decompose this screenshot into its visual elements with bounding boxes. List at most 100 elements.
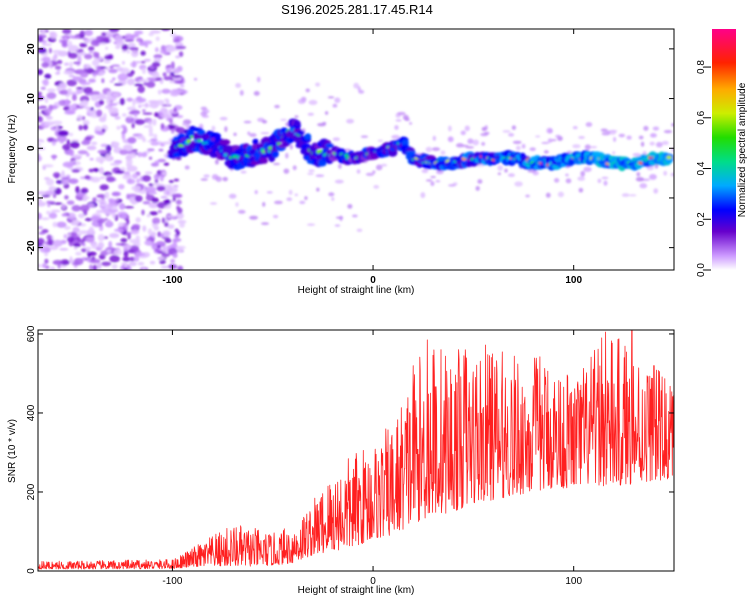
spectral-blob — [93, 168, 100, 173]
spectral-blob — [347, 204, 353, 209]
spectral-blob — [160, 123, 165, 130]
spectral-blob — [46, 234, 52, 241]
spectral-blob — [145, 186, 157, 193]
spectral-blob — [115, 44, 121, 50]
spectral-blob — [317, 122, 327, 127]
spectral-blob — [84, 106, 92, 110]
spectral-blob — [71, 219, 80, 226]
spectral-blob — [155, 36, 160, 42]
spectral-blob — [555, 134, 561, 138]
spectral-blob — [272, 162, 281, 166]
spectral-blob — [69, 256, 73, 264]
spectral-blob — [175, 156, 182, 161]
spectral-blob — [152, 72, 160, 78]
spectral-blob — [297, 98, 306, 105]
spectral-blob — [133, 255, 140, 262]
spectral-blob — [583, 166, 592, 172]
spectral-blob — [38, 201, 47, 207]
spectral-blob — [82, 197, 88, 202]
spectral-blob — [551, 139, 557, 142]
spectral-blob — [172, 89, 184, 94]
spectral-blob — [136, 178, 140, 184]
spectral-blob — [153, 54, 163, 59]
spectral-blob — [69, 35, 81, 39]
spectral-blob — [160, 265, 170, 269]
spectral-blob — [178, 51, 184, 58]
spectral-blob — [260, 132, 270, 135]
spectral-blob — [332, 103, 338, 108]
spectral-blob — [54, 65, 62, 70]
spectral-blob — [663, 130, 673, 134]
spectral-blob — [151, 231, 157, 237]
spectral-blob — [163, 231, 170, 237]
spectral-blob — [171, 75, 182, 78]
spectral-blob — [77, 55, 82, 64]
spectral-blob — [149, 211, 158, 216]
spectral-blob — [621, 193, 630, 197]
spectral-blob — [146, 213, 151, 218]
spectral-blob — [262, 120, 268, 124]
spectral-blob — [179, 222, 185, 228]
spectral-blob — [61, 213, 68, 217]
spectral-blob — [327, 96, 335, 99]
spectral-blob — [152, 217, 161, 225]
spectral-blob — [45, 115, 54, 120]
spectral-blob — [67, 88, 72, 96]
spectral-blob — [116, 125, 121, 130]
spectral-blob — [197, 139, 202, 143]
spectral-blob — [87, 203, 95, 208]
spectral-blob — [274, 200, 283, 205]
spectral-blob — [580, 170, 586, 177]
spectral-blob — [56, 59, 63, 65]
spectral-blob — [650, 133, 655, 137]
spectral-blob — [120, 214, 128, 219]
spectral-blob — [97, 234, 105, 242]
spectral-blob — [161, 104, 172, 107]
spectral-blob — [131, 201, 137, 205]
spectral-blob — [480, 132, 489, 137]
spectral-blob — [107, 209, 119, 213]
spectral-blob — [71, 104, 77, 109]
spectral-blob — [156, 185, 166, 192]
spectral-blob — [49, 266, 56, 270]
spectral-blob — [585, 122, 593, 127]
spectral-blob — [56, 221, 67, 228]
spectral-blob — [56, 85, 62, 92]
spectral-blob — [144, 240, 153, 245]
spectral-blob — [164, 98, 169, 102]
spectral-blob — [95, 156, 106, 163]
spectral-blob — [219, 139, 231, 146]
spectral-blob — [126, 106, 137, 111]
spectral-blob — [38, 226, 44, 230]
spectral-blob — [105, 153, 112, 161]
spectral-blob — [118, 184, 125, 190]
snr-x-axis-label: Height of straight line (km) — [298, 585, 415, 596]
spectral-blob — [130, 61, 138, 68]
spectral-blob — [42, 56, 51, 63]
spectral-blob — [146, 77, 157, 81]
spectral-blob — [57, 130, 69, 137]
snr-x-tick-label: 100 — [565, 576, 582, 587]
spectral-blob — [38, 153, 41, 161]
spectral-blob — [111, 192, 121, 197]
spectral-blob — [288, 189, 293, 195]
spectral-blob — [66, 139, 71, 146]
spectral-blob — [109, 233, 120, 239]
spectral-blob — [77, 150, 88, 155]
spectral-blob — [85, 235, 95, 243]
spectral-blob — [163, 162, 170, 166]
spectral-blob — [306, 223, 316, 226]
spectral-blob — [116, 66, 124, 72]
spectral-blob — [61, 170, 65, 176]
spectral-blob — [148, 103, 156, 108]
spectral-blob — [166, 45, 176, 53]
spectral-blob — [157, 158, 166, 163]
spectral-blob — [88, 226, 95, 234]
spectral-blob — [97, 65, 101, 73]
spectral-blob — [197, 129, 206, 136]
spectral-blob — [388, 148, 398, 157]
spectral-blob — [125, 116, 134, 124]
spectral-blob — [70, 141, 80, 149]
spectral-blob — [578, 187, 584, 193]
spectral-blob — [91, 59, 100, 67]
